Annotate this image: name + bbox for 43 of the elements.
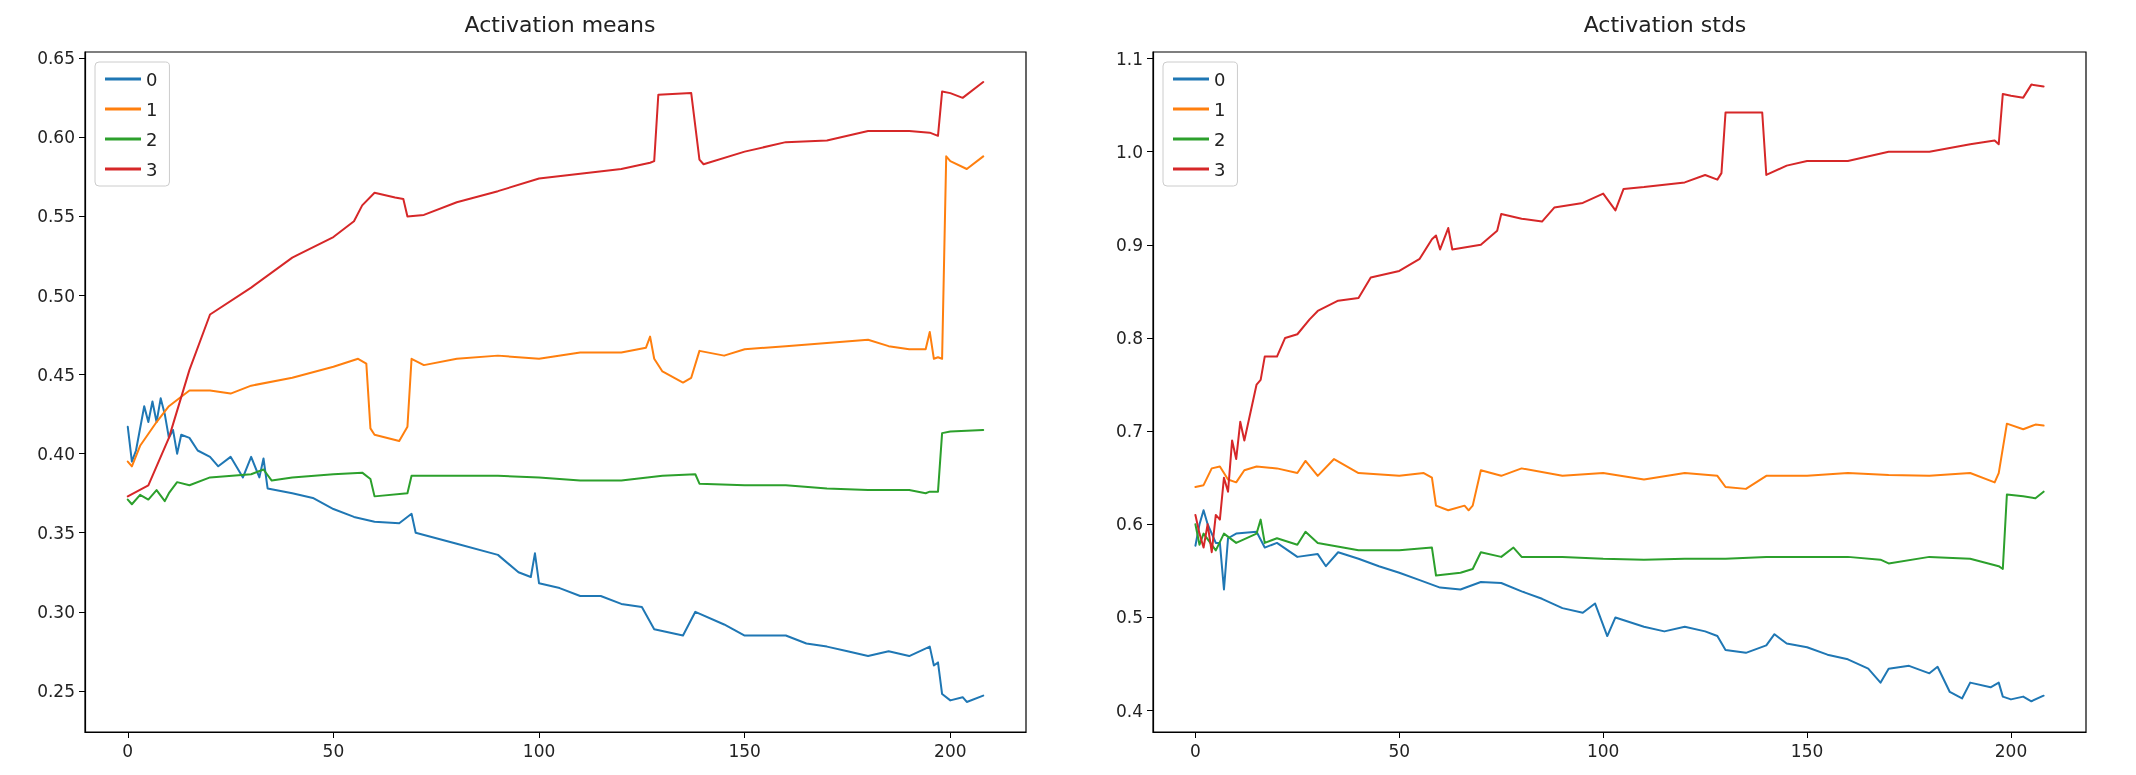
x-tick-label: 50 xyxy=(1388,740,1411,761)
y-tick-label: 0.30 xyxy=(37,601,75,622)
line-series xyxy=(126,397,985,703)
legend-label: 0 xyxy=(146,68,158,90)
line-series xyxy=(1194,490,2045,577)
legend-label: 3 xyxy=(146,158,158,180)
y-tick-label: 0.25 xyxy=(37,680,75,701)
y-tick-label: 0.6 xyxy=(1115,514,1143,535)
y-tick-label: 0.7 xyxy=(1115,421,1143,442)
y-tick-label: 0.8 xyxy=(1115,327,1143,348)
legend-label: 3 xyxy=(1214,158,1226,180)
y-tick-label: 0.5 xyxy=(1115,607,1143,628)
line-series xyxy=(126,428,985,506)
x-tick-label: 0 xyxy=(122,740,134,761)
y-tick-label: 1.0 xyxy=(1115,141,1143,162)
line-series xyxy=(126,155,985,468)
y-tick-label: 0.55 xyxy=(37,206,75,227)
legend-label: 2 xyxy=(146,128,158,150)
y-tick-label: 0.40 xyxy=(37,443,75,464)
chart-title: Activation means xyxy=(464,11,656,37)
y-tick-label: 1.1 xyxy=(1115,48,1143,69)
legend-label: 2 xyxy=(1214,128,1226,150)
y-tick-label: 0.50 xyxy=(37,285,75,306)
y-tick-label: 0.4 xyxy=(1115,700,1143,721)
x-tick-label: 150 xyxy=(728,740,761,761)
x-tick-label: 0 xyxy=(1189,740,1201,761)
x-tick-label: 200 xyxy=(1994,740,2028,761)
legend-label: 1 xyxy=(1214,98,1226,120)
x-tick-label: 100 xyxy=(1586,740,1620,761)
chart-title: Activation stds xyxy=(1583,11,1747,37)
y-tick-label: 0.65 xyxy=(37,48,75,69)
y-tick-label: 0.45 xyxy=(37,364,75,385)
line-series xyxy=(1194,422,2045,512)
legend-label: 0 xyxy=(1214,68,1226,90)
line-series xyxy=(1194,509,2045,703)
x-tick-label: 50 xyxy=(322,740,345,761)
y-tick-label: 0.60 xyxy=(37,127,75,148)
y-tick-label: 0.35 xyxy=(37,522,75,543)
y-tick-label: 0.9 xyxy=(1115,234,1143,255)
legend-label: 1 xyxy=(146,98,158,120)
x-tick-label: 150 xyxy=(1790,740,1824,761)
x-tick-label: 100 xyxy=(522,740,556,761)
x-tick-label: 200 xyxy=(934,740,967,761)
